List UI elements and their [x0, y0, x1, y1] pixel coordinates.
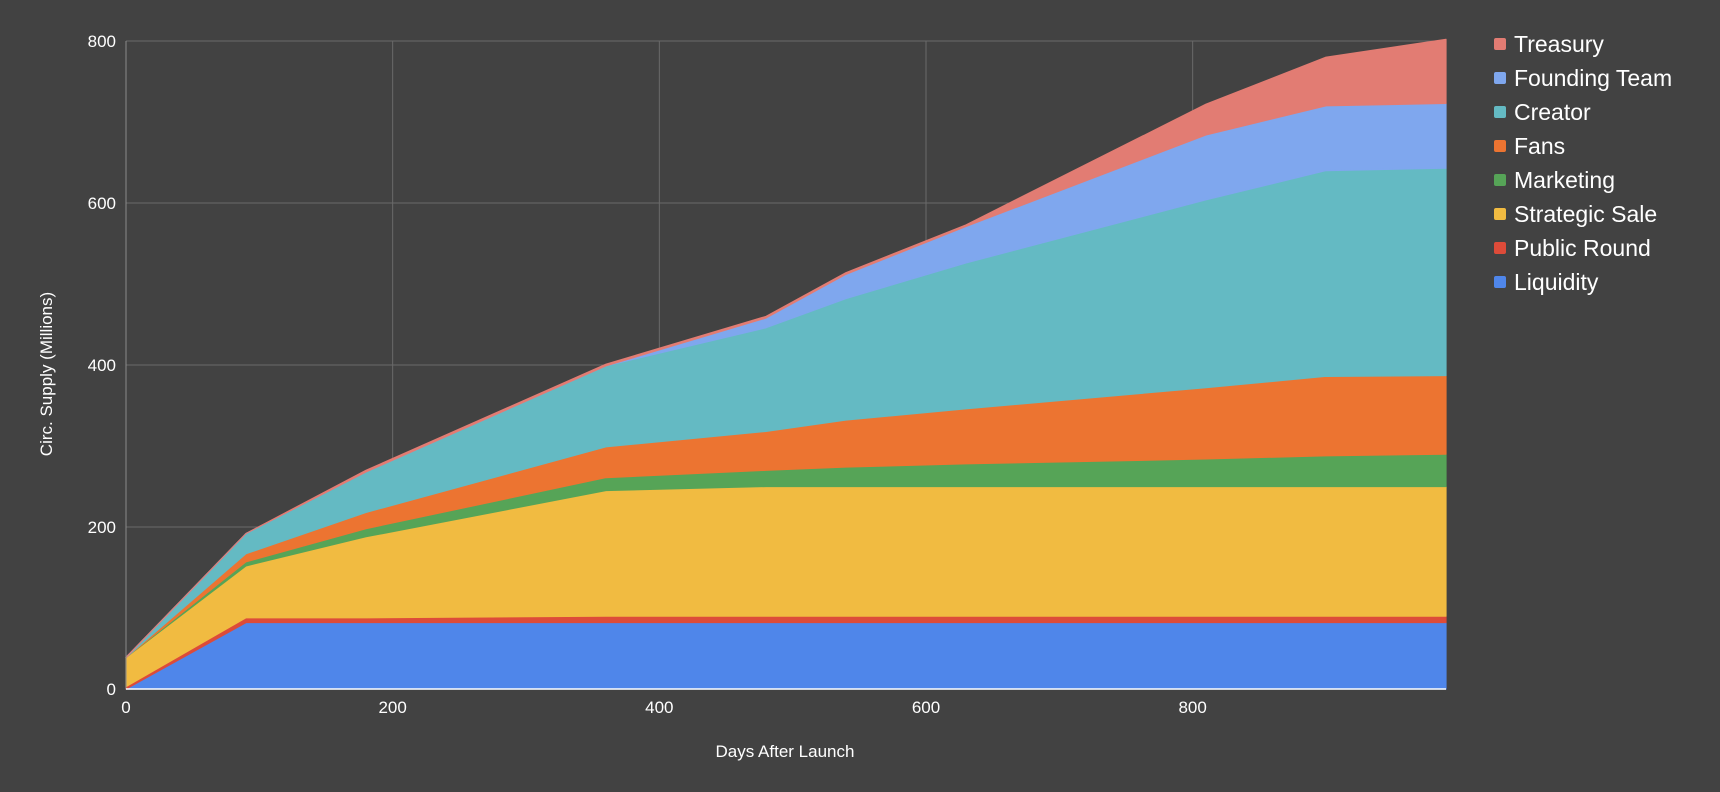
legend-swatch — [1494, 174, 1506, 186]
x-tick-label: 400 — [645, 698, 673, 717]
x-axis-title: Days After Launch — [716, 742, 855, 761]
area-layer — [125, 38, 1447, 690]
x-tick-label: 600 — [912, 698, 940, 717]
legend-swatch — [1494, 242, 1506, 254]
legend-swatch — [1494, 208, 1506, 220]
legend-swatch — [1494, 106, 1506, 118]
legend-item-fans: Fans — [1494, 133, 1565, 159]
y-tick-label: 400 — [88, 356, 116, 375]
axis-layer: 0 200 400 600 800 0 200 400 600 800 — [88, 32, 1446, 717]
legend-swatch — [1494, 38, 1506, 50]
legend-label: Creator — [1514, 99, 1591, 125]
area-liquidity — [125, 621, 1447, 690]
legend-item-strategic-sale: Strategic Sale — [1494, 201, 1657, 227]
y-tick-label: 800 — [88, 32, 116, 51]
legend-item-public-round: Public Round — [1494, 235, 1651, 261]
y-axis-title: Circ. Supply (Millions) — [37, 292, 56, 456]
y-tick-label: 200 — [88, 518, 116, 537]
legend-label: Founding Team — [1514, 65, 1672, 91]
legend-swatch — [1494, 276, 1506, 288]
x-tick-label: 200 — [378, 698, 406, 717]
legend: Treasury Founding Team Creator Fans Marketin… — [1494, 31, 1672, 295]
legend-label: Liquidity — [1514, 269, 1599, 295]
y-tick-label: 600 — [88, 194, 116, 213]
legend-item-treasury: Treasury — [1494, 31, 1604, 57]
legend-label: Fans — [1514, 133, 1565, 159]
area-treasury — [125, 38, 1447, 659]
x-tick-label: 0 — [121, 698, 130, 717]
legend-label: Marketing — [1514, 167, 1615, 193]
legend-item-creator: Creator — [1494, 99, 1591, 125]
y-tick-label: 0 — [107, 680, 116, 699]
legend-swatch — [1494, 72, 1506, 84]
legend-item-liquidity: Liquidity — [1494, 269, 1599, 295]
legend-swatch — [1494, 140, 1506, 152]
legend-label: Strategic Sale — [1514, 201, 1657, 227]
legend-item-marketing: Marketing — [1494, 167, 1615, 193]
legend-label: Public Round — [1514, 235, 1651, 261]
x-tick-label: 800 — [1178, 698, 1206, 717]
legend-label: Treasury — [1514, 31, 1604, 57]
legend-item-founding-team: Founding Team — [1494, 65, 1672, 91]
